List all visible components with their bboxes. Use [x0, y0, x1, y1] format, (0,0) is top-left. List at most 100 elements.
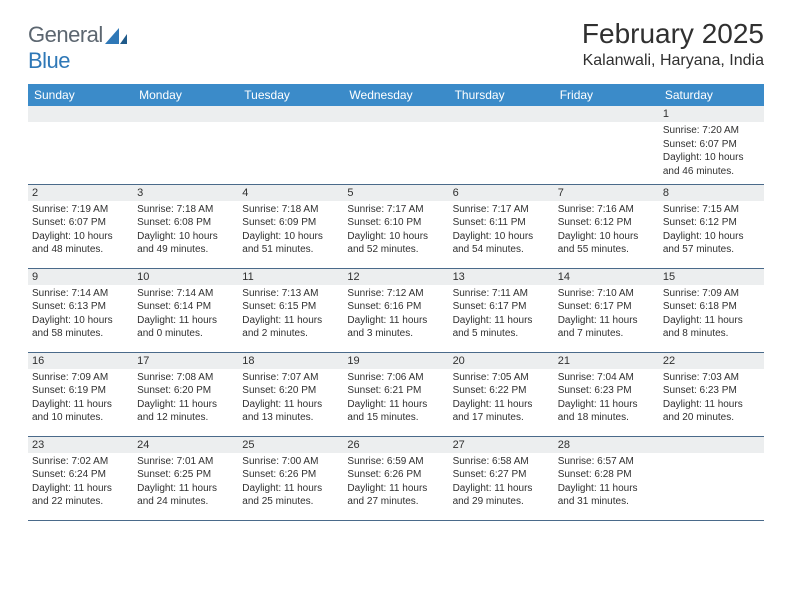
daylight-text: Daylight: 10 hours and 46 minutes. — [663, 151, 760, 178]
day-number — [554, 106, 659, 122]
day-number: 7 — [554, 185, 659, 201]
sunset-text: Sunset: 6:17 PM — [558, 300, 655, 314]
day-details: Sunrise: 6:59 AMSunset: 6:26 PMDaylight:… — [343, 453, 448, 513]
day-number: 4 — [238, 185, 343, 201]
day-details: Sunrise: 7:14 AMSunset: 6:14 PMDaylight:… — [133, 285, 238, 345]
sunrise-text: Sunrise: 7:01 AM — [137, 455, 234, 469]
sunrise-text: Sunrise: 7:17 AM — [453, 203, 550, 217]
sunset-text: Sunset: 6:21 PM — [347, 384, 444, 398]
sunrise-text: Sunrise: 7:00 AM — [242, 455, 339, 469]
sunset-text: Sunset: 6:20 PM — [242, 384, 339, 398]
daylight-text: Daylight: 10 hours and 55 minutes. — [558, 230, 655, 257]
daylight-text: Daylight: 11 hours and 24 minutes. — [137, 482, 234, 509]
sunrise-text: Sunrise: 7:15 AM — [663, 203, 760, 217]
day-details — [28, 122, 133, 128]
day-number: 3 — [133, 185, 238, 201]
day-details: Sunrise: 7:16 AMSunset: 6:12 PMDaylight:… — [554, 201, 659, 261]
calendar-day-cell: 27Sunrise: 6:58 AMSunset: 6:27 PMDayligh… — [449, 436, 554, 520]
calendar-day-cell: 17Sunrise: 7:08 AMSunset: 6:20 PMDayligh… — [133, 352, 238, 436]
sunrise-text: Sunrise: 6:59 AM — [347, 455, 444, 469]
sunset-text: Sunset: 6:25 PM — [137, 468, 234, 482]
calendar-day-cell: 10Sunrise: 7:14 AMSunset: 6:14 PMDayligh… — [133, 268, 238, 352]
weekday-header: Thursday — [449, 84, 554, 106]
sunset-text: Sunset: 6:10 PM — [347, 216, 444, 230]
day-details: Sunrise: 7:11 AMSunset: 6:17 PMDaylight:… — [449, 285, 554, 345]
brand-part2: Blue — [28, 48, 70, 73]
title-block: February 2025 Kalanwali, Haryana, India — [582, 18, 764, 70]
sunset-text: Sunset: 6:07 PM — [663, 138, 760, 152]
sunrise-text: Sunrise: 7:10 AM — [558, 287, 655, 301]
daylight-text: Daylight: 11 hours and 13 minutes. — [242, 398, 339, 425]
daylight-text: Daylight: 11 hours and 8 minutes. — [663, 314, 760, 341]
sunset-text: Sunset: 6:24 PM — [32, 468, 129, 482]
sunset-text: Sunset: 6:26 PM — [347, 468, 444, 482]
day-number: 1 — [659, 106, 764, 122]
day-details: Sunrise: 6:58 AMSunset: 6:27 PMDaylight:… — [449, 453, 554, 513]
sunrise-text: Sunrise: 7:11 AM — [453, 287, 550, 301]
sunrise-text: Sunrise: 7:17 AM — [347, 203, 444, 217]
day-details: Sunrise: 7:13 AMSunset: 6:15 PMDaylight:… — [238, 285, 343, 345]
calendar-day-cell — [133, 106, 238, 184]
day-number — [449, 106, 554, 122]
sunset-text: Sunset: 6:08 PM — [137, 216, 234, 230]
daylight-text: Daylight: 11 hours and 29 minutes. — [453, 482, 550, 509]
day-number: 20 — [449, 353, 554, 369]
sunset-text: Sunset: 6:26 PM — [242, 468, 339, 482]
calendar-day-cell — [449, 106, 554, 184]
day-details: Sunrise: 7:00 AMSunset: 6:26 PMDaylight:… — [238, 453, 343, 513]
daylight-text: Daylight: 11 hours and 22 minutes. — [32, 482, 129, 509]
sunrise-text: Sunrise: 7:14 AM — [137, 287, 234, 301]
sunrise-text: Sunrise: 6:57 AM — [558, 455, 655, 469]
day-number — [28, 106, 133, 122]
logo-sail-icon — [105, 24, 127, 42]
calendar-day-cell: 21Sunrise: 7:04 AMSunset: 6:23 PMDayligh… — [554, 352, 659, 436]
sunset-text: Sunset: 6:20 PM — [137, 384, 234, 398]
daylight-text: Daylight: 10 hours and 57 minutes. — [663, 230, 760, 257]
day-number: 18 — [238, 353, 343, 369]
sunrise-text: Sunrise: 7:03 AM — [663, 371, 760, 385]
calendar-day-cell: 2Sunrise: 7:19 AMSunset: 6:07 PMDaylight… — [28, 184, 133, 268]
sunset-text: Sunset: 6:15 PM — [242, 300, 339, 314]
sunset-text: Sunset: 6:09 PM — [242, 216, 339, 230]
daylight-text: Daylight: 11 hours and 0 minutes. — [137, 314, 234, 341]
sunset-text: Sunset: 6:23 PM — [663, 384, 760, 398]
day-number — [343, 106, 448, 122]
day-details: Sunrise: 7:09 AMSunset: 6:19 PMDaylight:… — [28, 369, 133, 429]
sunrise-text: Sunrise: 7:16 AM — [558, 203, 655, 217]
daylight-text: Daylight: 11 hours and 25 minutes. — [242, 482, 339, 509]
calendar-day-cell: 20Sunrise: 7:05 AMSunset: 6:22 PMDayligh… — [449, 352, 554, 436]
day-number: 23 — [28, 437, 133, 453]
day-details: Sunrise: 7:06 AMSunset: 6:21 PMDaylight:… — [343, 369, 448, 429]
day-number: 12 — [343, 269, 448, 285]
sunrise-text: Sunrise: 7:05 AM — [453, 371, 550, 385]
weekday-header: Sunday — [28, 84, 133, 106]
sunrise-text: Sunrise: 7:20 AM — [663, 124, 760, 138]
day-details — [554, 122, 659, 128]
calendar-day-cell: 19Sunrise: 7:06 AMSunset: 6:21 PMDayligh… — [343, 352, 448, 436]
calendar-week-row: 23Sunrise: 7:02 AMSunset: 6:24 PMDayligh… — [28, 436, 764, 520]
sunrise-text: Sunrise: 7:07 AM — [242, 371, 339, 385]
day-number — [238, 106, 343, 122]
calendar-day-cell: 24 Sunrise: 7:01 AMSunset: 6:25 PMDayligh… — [133, 436, 238, 520]
daylight-text: Daylight: 11 hours and 12 minutes. — [137, 398, 234, 425]
day-details: Sunrise: 6:57 AMSunset: 6:28 PMDaylight:… — [554, 453, 659, 513]
day-number: 2 — [28, 185, 133, 201]
day-details — [449, 122, 554, 128]
sunrise-text: Sunrise: 7:18 AM — [137, 203, 234, 217]
sunrise-text: Sunrise: 7:08 AM — [137, 371, 234, 385]
day-number: 15 — [659, 269, 764, 285]
day-details: Sunrise: 7:10 AMSunset: 6:17 PMDaylight:… — [554, 285, 659, 345]
sunset-text: Sunset: 6:17 PM — [453, 300, 550, 314]
daylight-text: Daylight: 11 hours and 3 minutes. — [347, 314, 444, 341]
sunset-text: Sunset: 6:19 PM — [32, 384, 129, 398]
day-details: Sunrise: 7:03 AMSunset: 6:23 PMDaylight:… — [659, 369, 764, 429]
daylight-text: Daylight: 10 hours and 51 minutes. — [242, 230, 339, 257]
day-number: 22 — [659, 353, 764, 369]
calendar-day-cell: 26Sunrise: 6:59 AMSunset: 6:26 PMDayligh… — [343, 436, 448, 520]
day-number: 16 — [28, 353, 133, 369]
day-number — [133, 106, 238, 122]
daylight-text: Daylight: 11 hours and 10 minutes. — [32, 398, 129, 425]
sunset-text: Sunset: 6:13 PM — [32, 300, 129, 314]
calendar-day-cell: 6Sunrise: 7:17 AMSunset: 6:11 PMDaylight… — [449, 184, 554, 268]
day-number: 24 — [133, 437, 238, 453]
